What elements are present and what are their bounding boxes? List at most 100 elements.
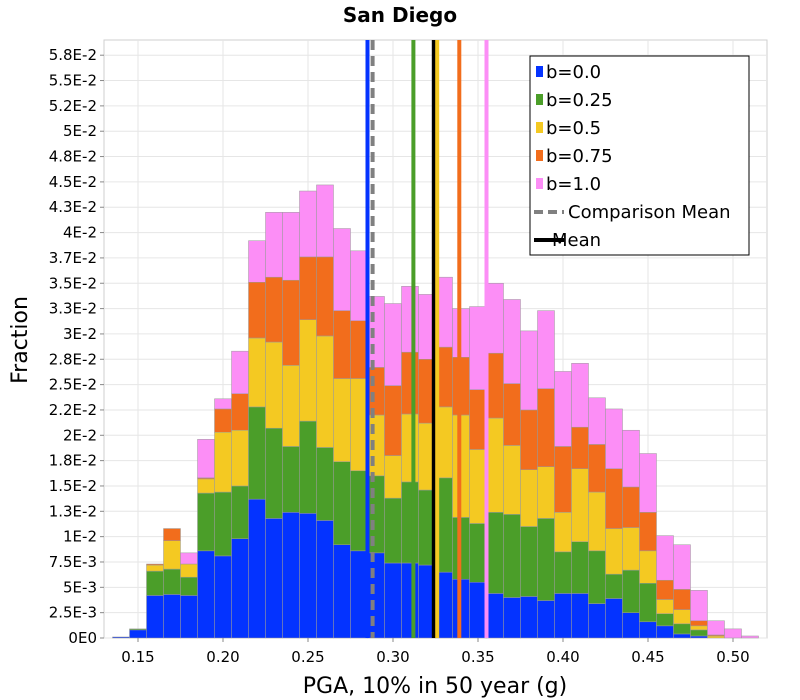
bar-segment	[265, 276, 283, 343]
bar-segment	[180, 563, 198, 578]
bar-segment	[163, 540, 181, 570]
bar-segment	[673, 609, 691, 625]
legend-swatch	[536, 150, 543, 161]
bar-segment	[129, 629, 147, 639]
bar-segment	[622, 612, 640, 639]
y-tick-label: 4.5E-2	[49, 173, 97, 191]
bar-segment	[401, 562, 419, 639]
bar-segment	[333, 228, 351, 311]
legend-label: b=0.5	[546, 118, 601, 139]
bar-segment	[588, 491, 606, 552]
bar-segment	[367, 475, 385, 554]
y-axis-ticks: 0E0 2.5E-3 5E-3 7.5E-3 1E-2 1.3E-2 1.5E-2 1.8E-…	[49, 46, 104, 647]
bar-segment	[656, 625, 674, 639]
y-tick-label: 2.5E-3	[49, 604, 97, 622]
bar-segment	[673, 633, 691, 639]
bar-segment	[214, 398, 232, 410]
bar-segment	[163, 528, 181, 541]
bar-segment	[554, 512, 572, 553]
bar-segment	[265, 427, 283, 519]
bar-segment	[299, 513, 317, 639]
bar-segment	[265, 341, 283, 429]
mean-lines	[365, 40, 489, 638]
bar-segment	[384, 455, 402, 499]
bar-segment	[503, 299, 521, 384]
bar-segment	[214, 408, 232, 433]
bar-segment	[588, 550, 606, 604]
y-tick-label: 2E-2	[63, 426, 97, 444]
y-tick-label: 0E0	[68, 629, 97, 647]
x-axis-ticks: 0.15 0.20 0.25 0.30 0.35 0.40 0.45 0.50	[121, 638, 750, 666]
bar-segment	[146, 564, 164, 572]
y-tick-label: 4E-2	[63, 224, 97, 242]
bar-segment	[639, 621, 657, 639]
bar-segment	[622, 527, 640, 571]
bar-segment	[248, 406, 266, 500]
y-tick-label: 3.5E-2	[49, 274, 97, 292]
bar-segment	[401, 351, 419, 415]
bar-segment	[316, 520, 334, 639]
y-tick-label: 5.5E-2	[49, 72, 97, 90]
bar-segment	[741, 635, 759, 639]
bar-segment	[248, 281, 266, 339]
bar-segment	[316, 447, 334, 521]
x-tick-label: 0.25	[291, 648, 324, 666]
bar-segment	[282, 279, 300, 366]
bar-segment	[350, 320, 368, 379]
bar-segment	[537, 310, 555, 389]
y-tick-label: 5.8E-2	[49, 46, 97, 64]
bar-segment	[299, 420, 317, 514]
bar-segment	[231, 485, 249, 539]
bar-segment	[214, 431, 232, 493]
bar-segment	[605, 528, 623, 575]
bar-segment	[690, 635, 708, 639]
bar-segment	[554, 371, 572, 447]
bar-segment	[537, 466, 555, 519]
legend-label: b=0.25	[546, 90, 613, 111]
bar-segment	[282, 512, 300, 639]
bar-segment	[571, 363, 589, 428]
x-tick-label: 0.40	[546, 648, 579, 666]
bar-segment	[401, 286, 419, 353]
bar-segment	[180, 576, 198, 596]
bar-segment	[554, 446, 572, 513]
bar-segment	[605, 573, 623, 599]
bar-segment	[588, 444, 606, 493]
bar-segment	[367, 367, 385, 416]
bar-segment	[520, 469, 538, 527]
bar-segment	[316, 184, 334, 258]
y-tick-label: 4.3E-2	[49, 198, 97, 216]
bar-segment	[537, 518, 555, 601]
bar-segment	[673, 623, 691, 635]
bar-segment	[384, 562, 402, 639]
bar-segment	[554, 551, 572, 594]
bar-segment	[520, 330, 538, 411]
bar-segment	[163, 594, 181, 639]
x-tick-label: 0.30	[376, 648, 409, 666]
bar-segment	[571, 468, 589, 542]
x-tick-label: 0.50	[716, 648, 749, 666]
bar-segment	[214, 555, 232, 639]
bar-segment	[690, 590, 708, 622]
y-tick-label: 1.3E-2	[49, 502, 97, 520]
bar-segment	[571, 426, 589, 469]
bar-segment	[571, 593, 589, 639]
legend-label: b=0.0	[546, 62, 601, 83]
bar-segment	[469, 389, 487, 450]
bar-segment	[248, 337, 266, 408]
bar-segment	[299, 256, 317, 320]
bar-segment	[333, 310, 351, 379]
bar-segment	[367, 296, 385, 368]
legend-swatch	[536, 122, 543, 133]
bar-segment	[197, 550, 215, 639]
bar-segment	[520, 526, 538, 597]
bar-segment	[486, 593, 504, 639]
bar-segment	[605, 408, 623, 469]
bar-segment	[231, 429, 249, 487]
bar-segment	[724, 628, 742, 639]
bar-segment	[350, 470, 368, 552]
bar-segment	[639, 583, 657, 623]
bar-segment	[384, 385, 402, 456]
bar-segment	[333, 461, 351, 546]
